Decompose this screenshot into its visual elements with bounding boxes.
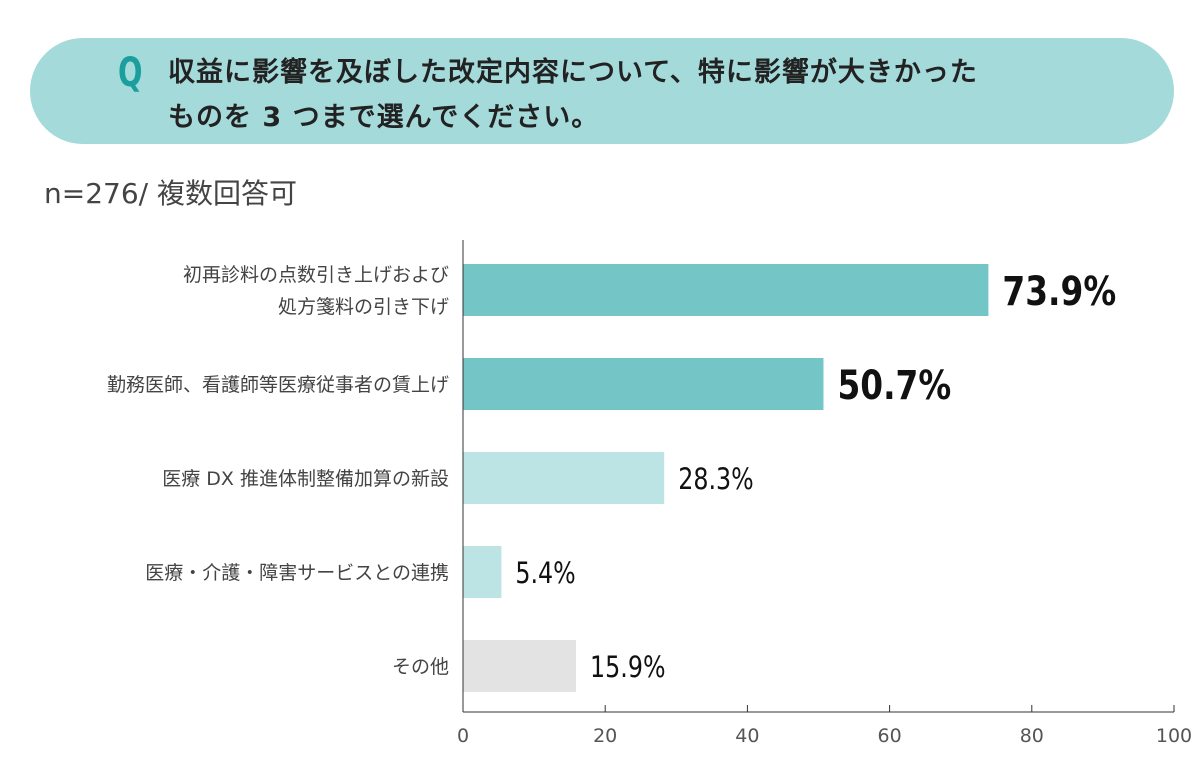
- value-label-1: 50.7%: [837, 362, 951, 409]
- question-line-1: 収益に影響を及ぼした改定内容について、特に影響が大きかった: [168, 57, 978, 88]
- category-label-2-0: 医療 DX 推進体制整備加算の新設: [162, 468, 449, 490]
- bar-1: [463, 358, 824, 410]
- sample-note: n=276/ 複数回答可: [44, 177, 297, 210]
- category-label-0-1: 処方箋料の引き下げ: [278, 296, 449, 318]
- bar-0: [463, 264, 989, 316]
- value-label-2: 28.3%: [678, 463, 753, 497]
- bar-2: [463, 452, 665, 504]
- question-mark-icon: Q: [118, 50, 143, 96]
- category-label-3-0: 医療・介護・障害サービスとの連携: [145, 562, 449, 584]
- bar-4: [463, 640, 577, 692]
- x-tick-label-2: 40: [735, 725, 759, 747]
- question-text: 収益に影響を及ぼした改定内容について、特に影響が大きかった ものを 3 つまで選…: [168, 50, 1128, 140]
- category-label-1-0: 勤務医師、看護師等医療従事者の賃上げ: [107, 374, 449, 396]
- value-label-0: 73.9%: [1002, 268, 1116, 315]
- bars-layer: [463, 264, 989, 692]
- axis-layer: 0 20 40 60 80 100: [457, 240, 1192, 747]
- question-banner: [30, 38, 1174, 144]
- bar-3: [463, 546, 502, 598]
- x-tick-label-1: 20: [593, 725, 617, 747]
- value-label-3: 5.4%: [515, 557, 575, 591]
- question-line-2: ものを 3 つまで選んでください。: [168, 102, 600, 133]
- category-label-0-0: 初再診料の点数引き上げおよび: [183, 264, 449, 286]
- x-tick-label-5: 100: [1156, 725, 1192, 747]
- x-tick-label-4: 80: [1020, 725, 1044, 747]
- category-label-4-0: その他: [392, 656, 449, 678]
- value-label-4: 15.9%: [590, 651, 665, 685]
- x-tick-label-3: 60: [878, 725, 902, 747]
- x-tick-label-0: 0: [457, 725, 469, 747]
